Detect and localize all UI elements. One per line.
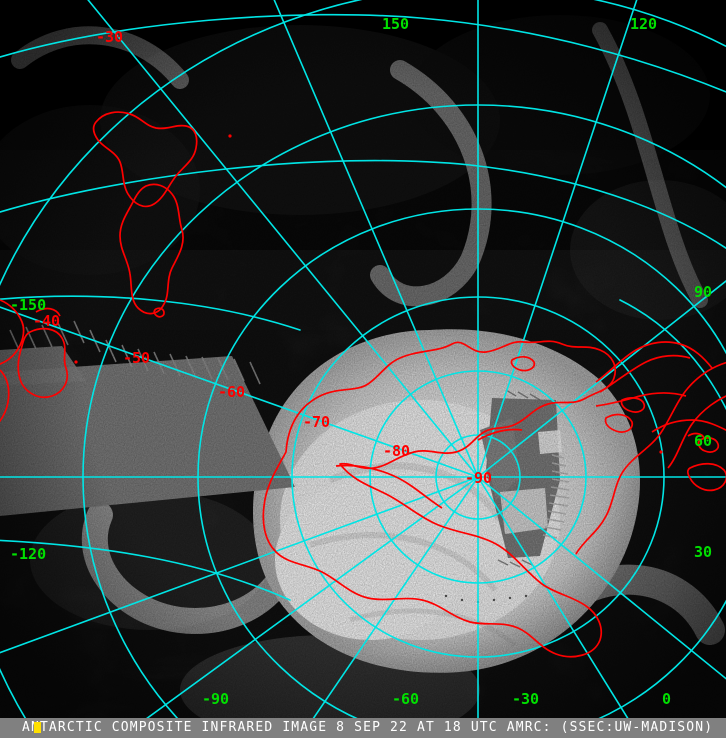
caption-text: ANTARCTIC COMPOSITE INFRARED IMAGE 8 SEP… — [22, 720, 714, 735]
caption-bar: ANTARCTIC COMPOSITE INFRARED IMAGE 8 SEP… — [0, 718, 726, 738]
cursor-marker — [34, 722, 41, 733]
coastline-tierra-del-fuego — [686, 462, 726, 492]
coastline-antarctica — [262, 340, 617, 658]
coastline-falkland-islands — [697, 437, 720, 453]
coastlines — [0, 111, 726, 658]
coastline-south-georgia — [687, 432, 705, 439]
coastline-antarctic-peninsula — [595, 341, 713, 383]
coastline-new-zealand-north — [92, 111, 198, 208]
coastline-tasmania — [17, 327, 69, 399]
coastline-new-zealand-south — [119, 183, 184, 315]
outer-parallels — [0, 13, 726, 601]
coastline-south-america — [575, 361, 726, 555]
